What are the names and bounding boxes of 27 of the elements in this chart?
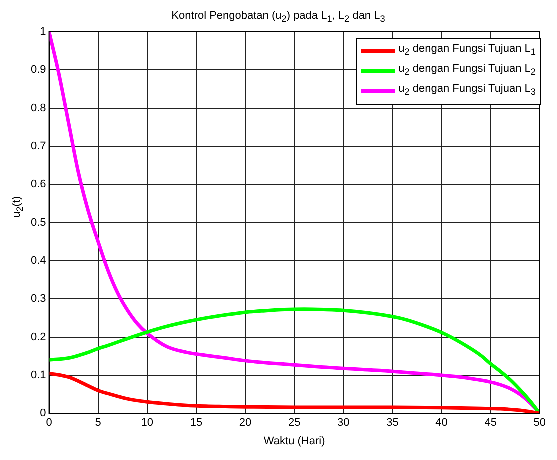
x-tick-label: 50: [534, 417, 546, 430]
legend-label: u$_{2}$ dengan Fungsi Tujuan L$_{2}$: [398, 62, 536, 80]
chart-title: Kontrol Pengobatan (u$_{2}$) pada L$_{1}$, L$_{2}$ dan L$_{3}$: [170, 10, 386, 24]
legend-label: u$_{2}$ dengan Fungsi Tujuan L$_{3}$: [398, 82, 536, 100]
y-tick-label: 0.1: [30, 369, 46, 382]
x-tick-label: 30: [338, 417, 350, 430]
y-tick-label: 0.5: [30, 216, 46, 229]
x-tick-label: 5: [95, 417, 102, 430]
y-tick-label: 0.8: [30, 102, 46, 114]
x-tick-label: 35: [386, 417, 399, 430]
x-tick-label: 10: [141, 417, 154, 430]
y-tick-label: 0: [40, 408, 46, 420]
y-tick-label: 0.6: [30, 178, 46, 191]
x-tick-label: 45: [484, 417, 497, 430]
x-tick-label: 20: [239, 417, 252, 430]
y-tick-label: 1: [40, 26, 46, 38]
y-tick-label: 0.3: [30, 293, 46, 306]
line-series: [49, 32, 540, 414]
x-tick-label: 15: [190, 417, 203, 430]
x-axis-title: Waktu (Hari): [264, 435, 326, 448]
x-tick-label: 25: [288, 417, 301, 430]
x-tick-label: 40: [436, 417, 448, 430]
y-tick-label: 0.7: [30, 140, 46, 153]
y-tick-label: 0.2: [30, 331, 46, 344]
legend-label: u$_{2}$ dengan Fungsi Tujuan L$_{1}$: [398, 42, 536, 60]
y-tick-label: 0.4: [30, 254, 46, 267]
y-tick-label: 0.9: [30, 64, 46, 76]
